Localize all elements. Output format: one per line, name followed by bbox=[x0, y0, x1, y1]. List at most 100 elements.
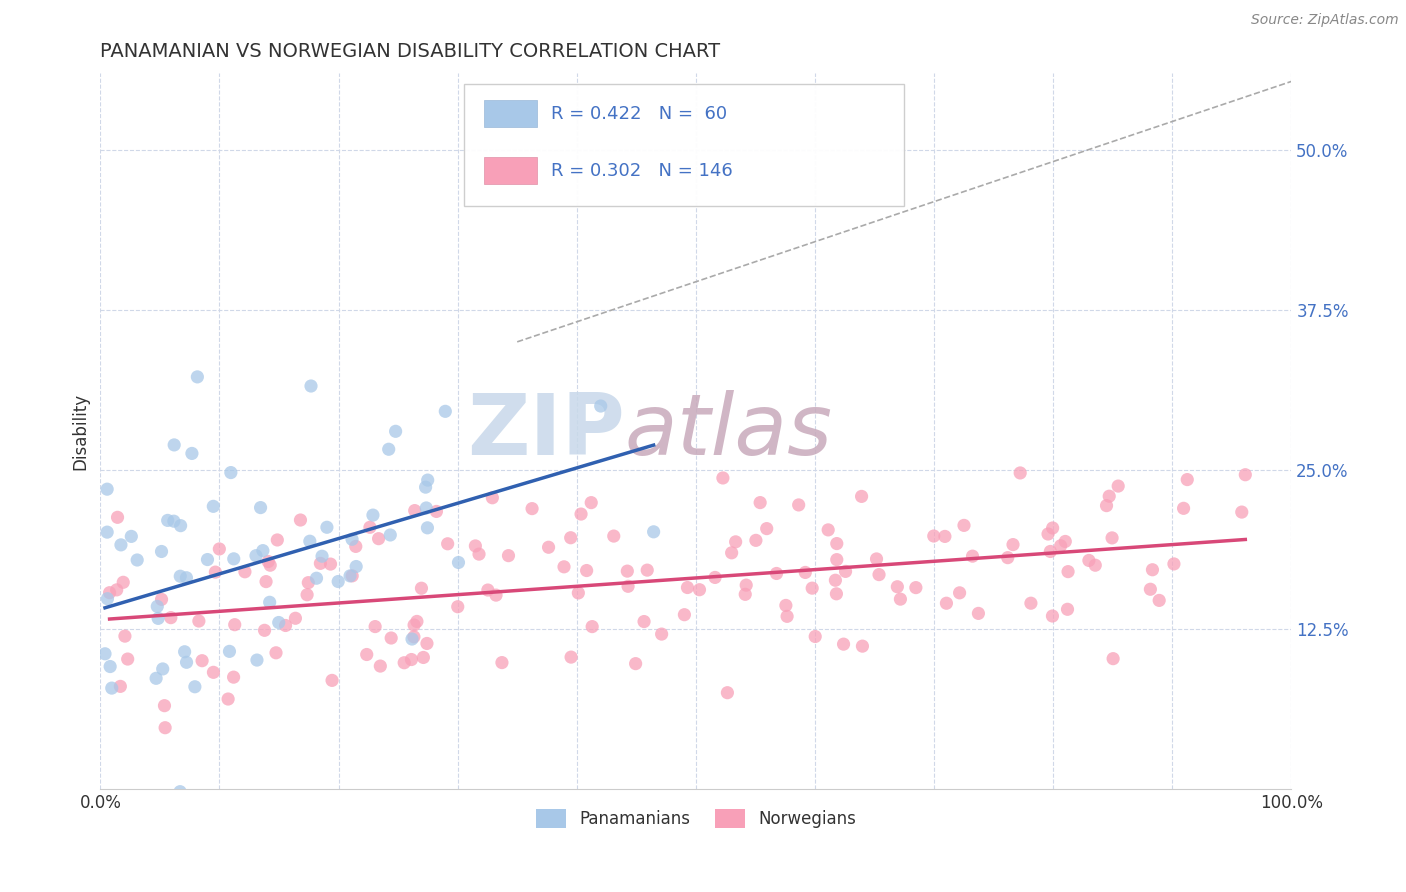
Point bbox=[825, 587, 848, 601]
Point bbox=[163, 438, 186, 452]
Point bbox=[305, 571, 328, 585]
Point bbox=[202, 665, 225, 680]
Point bbox=[1163, 557, 1185, 571]
Point bbox=[98, 585, 121, 599]
Point bbox=[259, 558, 281, 573]
Point bbox=[776, 609, 799, 624]
Point bbox=[219, 466, 242, 480]
Point bbox=[361, 508, 384, 522]
Point bbox=[222, 551, 245, 566]
Point bbox=[316, 520, 339, 534]
Point bbox=[401, 632, 423, 646]
Point bbox=[1098, 489, 1121, 503]
Point bbox=[384, 425, 406, 439]
Point bbox=[416, 473, 439, 487]
Point bbox=[447, 556, 470, 570]
Text: atlas: atlas bbox=[624, 390, 832, 473]
Point bbox=[481, 491, 503, 505]
Point bbox=[415, 480, 437, 494]
Point bbox=[96, 591, 118, 606]
Point bbox=[380, 631, 402, 645]
Text: R = 0.422   N =  60: R = 0.422 N = 60 bbox=[551, 104, 727, 122]
Point bbox=[491, 656, 513, 670]
Point bbox=[589, 399, 612, 413]
Point bbox=[787, 498, 810, 512]
Point bbox=[404, 618, 426, 632]
Point bbox=[264, 646, 287, 660]
Point bbox=[1234, 467, 1257, 482]
Point bbox=[267, 615, 290, 630]
Point bbox=[962, 549, 984, 564]
Point bbox=[1001, 538, 1024, 552]
Point bbox=[274, 618, 297, 632]
Point bbox=[202, 500, 225, 514]
Point bbox=[96, 525, 118, 540]
Point bbox=[266, 533, 288, 547]
Point bbox=[94, 647, 117, 661]
Point bbox=[359, 520, 381, 534]
Point bbox=[416, 521, 439, 535]
Point bbox=[146, 611, 169, 625]
Point bbox=[1175, 473, 1198, 487]
Point bbox=[152, 662, 174, 676]
Point bbox=[1173, 501, 1195, 516]
Point bbox=[184, 680, 207, 694]
Point bbox=[1107, 479, 1129, 493]
Point bbox=[643, 524, 665, 539]
Point bbox=[259, 595, 281, 609]
Point bbox=[922, 529, 945, 543]
Text: Source: ZipAtlas.com: Source: ZipAtlas.com bbox=[1251, 13, 1399, 28]
Point bbox=[416, 636, 439, 650]
Point bbox=[96, 482, 118, 496]
Point bbox=[716, 686, 738, 700]
Point bbox=[824, 574, 846, 588]
Point bbox=[1142, 563, 1164, 577]
Point bbox=[633, 615, 655, 629]
Point bbox=[1102, 651, 1125, 665]
Point bbox=[404, 503, 426, 517]
Point bbox=[319, 557, 342, 571]
Point bbox=[169, 518, 191, 533]
Point bbox=[1101, 531, 1123, 545]
Point bbox=[755, 522, 778, 536]
Point bbox=[344, 559, 367, 574]
Point bbox=[156, 513, 179, 527]
Point bbox=[834, 565, 856, 579]
Point bbox=[392, 656, 415, 670]
Point bbox=[321, 673, 343, 688]
Point bbox=[176, 655, 198, 669]
Point bbox=[1095, 499, 1118, 513]
Point bbox=[1077, 553, 1099, 567]
Point bbox=[1057, 565, 1080, 579]
Point bbox=[412, 650, 434, 665]
Point bbox=[186, 370, 208, 384]
Point bbox=[1010, 466, 1032, 480]
Point bbox=[169, 785, 191, 799]
Point bbox=[169, 569, 191, 583]
Point bbox=[145, 671, 167, 685]
Point bbox=[224, 617, 246, 632]
Point bbox=[616, 564, 638, 578]
Point bbox=[765, 566, 787, 581]
Point bbox=[252, 543, 274, 558]
Point bbox=[794, 566, 817, 580]
Point bbox=[127, 553, 149, 567]
Point bbox=[114, 629, 136, 643]
Point bbox=[464, 539, 486, 553]
Point bbox=[948, 586, 970, 600]
Point bbox=[117, 652, 139, 666]
Point bbox=[1230, 505, 1253, 519]
Point bbox=[1054, 534, 1077, 549]
Point bbox=[825, 536, 848, 550]
Point bbox=[560, 531, 582, 545]
Point bbox=[436, 537, 458, 551]
Point bbox=[567, 586, 589, 600]
Point bbox=[832, 637, 855, 651]
Point bbox=[290, 513, 312, 527]
Point bbox=[1056, 602, 1078, 616]
Point bbox=[434, 404, 457, 418]
Point bbox=[537, 541, 560, 555]
Point bbox=[1019, 596, 1042, 610]
FancyBboxPatch shape bbox=[484, 157, 537, 185]
Point bbox=[560, 650, 582, 665]
